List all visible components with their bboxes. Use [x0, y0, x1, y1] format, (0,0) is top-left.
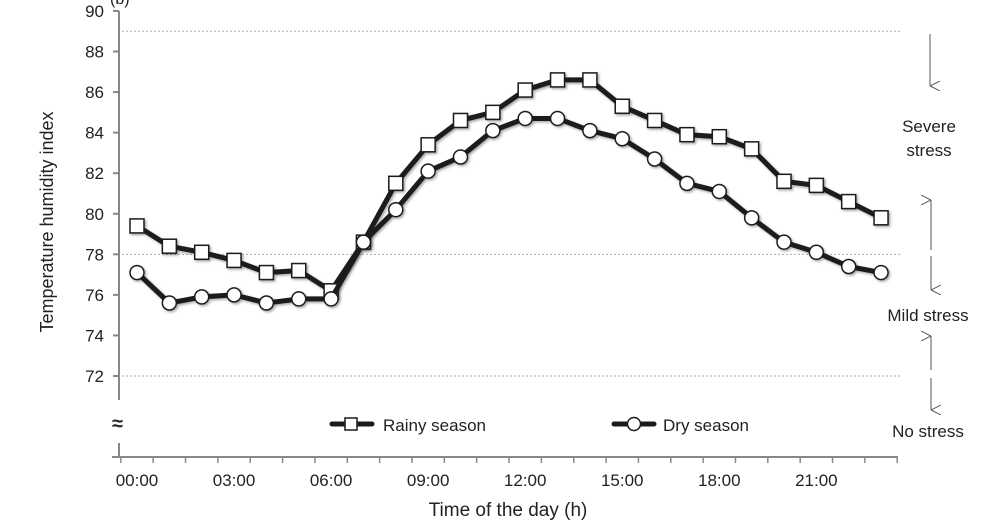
stress-zone-annotations: Severe stress Mild stress No stress: [887, 34, 969, 441]
data-point-square: [485, 104, 501, 121]
data-point-square: [129, 218, 145, 234]
y-tick-label: 82: [85, 164, 104, 183]
y-tick-label: 80: [85, 205, 104, 224]
data-point-square: [291, 262, 307, 279]
data-point-square: [840, 193, 857, 210]
legend-marker-square: [344, 417, 358, 431]
data-point-square: [776, 173, 792, 190]
data-point-square: [711, 128, 728, 145]
legend: Rainy season Dry season: [329, 416, 749, 435]
data-point-square: [679, 126, 695, 143]
x-tick-label: 00:00: [116, 471, 159, 490]
y-tick-label: 88: [85, 43, 104, 62]
data-point-circle: [549, 110, 566, 127]
data-point-square: [420, 137, 436, 153]
x-tick-label: 21:00: [795, 471, 838, 490]
data-point-circle: [840, 258, 857, 275]
data-point-circle: [355, 234, 372, 250]
data-point-circle: [129, 264, 145, 281]
data-point-square: [193, 244, 210, 261]
axis-break-symbol: ≈: [112, 413, 123, 435]
y-tick-label: 78: [85, 245, 104, 264]
series-line: [135, 77, 883, 294]
data-point-circle: [743, 210, 760, 226]
data-point-circle: [517, 110, 533, 127]
data-point-circle: [873, 264, 889, 281]
data-point-circle: [388, 201, 404, 218]
data-point-square: [873, 210, 889, 226]
x-tick-label: 03:00: [213, 471, 256, 490]
series-group: [129, 72, 889, 311]
y-tick-label: 72: [85, 367, 104, 386]
series-line: [135, 115, 882, 306]
x-tick-label: 06:00: [310, 471, 353, 490]
x-tick-label: 15:00: [601, 471, 644, 490]
data-point-circle: [226, 287, 242, 303]
data-point-circle: [679, 175, 695, 192]
data-point-square: [808, 177, 825, 194]
zone-label-severe: Severe: [902, 117, 956, 136]
zone-label-mild: Mild stress: [887, 306, 968, 325]
series-dry: [129, 110, 889, 311]
data-point-square: [646, 112, 663, 129]
data-point-square: [258, 264, 275, 281]
data-point-circle: [582, 122, 598, 139]
data-point-circle: [711, 183, 728, 200]
x-tick-label: 09:00: [407, 471, 450, 490]
data-point-circle: [420, 163, 436, 179]
data-point-circle: [258, 295, 275, 311]
data-point-circle: [323, 291, 339, 307]
y-tick-label: 74: [85, 326, 104, 345]
data-point-circle: [614, 130, 630, 147]
data-point-square: [614, 98, 630, 115]
data-point-square: [388, 175, 404, 192]
series-rainy: [129, 72, 889, 299]
data-point-square: [226, 252, 242, 269]
data-point-circle: [808, 244, 825, 261]
y-tick-label: 90: [85, 2, 104, 21]
y-axis-label: Temperature humidity index: [37, 111, 57, 332]
data-point-square: [161, 238, 178, 254]
y-tick-label: 76: [85, 286, 104, 305]
zone-label-severe-2: stress: [906, 141, 951, 160]
panel-label: (b): [110, 0, 130, 8]
zone-label-none: No stress: [892, 422, 964, 441]
x-tick-label: 12:00: [504, 471, 547, 490]
y-tick-label: 84: [85, 124, 104, 143]
legend-label-dry: Dry season: [663, 416, 749, 435]
x-axis-label: Time of the day (h): [429, 500, 588, 521]
threshold-lines: [122, 30, 900, 377]
data-point-square: [582, 72, 598, 88]
x-tick-label: 18:00: [698, 471, 741, 490]
data-point-square: [517, 82, 533, 98]
data-point-square: [743, 141, 760, 157]
y-tick-label: 86: [85, 83, 104, 102]
legend-marker-circle: [626, 416, 642, 432]
data-point-square: [549, 72, 566, 88]
data-point-circle: [776, 234, 792, 250]
data-point-circle: [452, 149, 469, 165]
data-point-circle: [646, 151, 663, 167]
data-point-circle: [291, 291, 307, 307]
data-point-circle: [193, 289, 210, 305]
data-point-square: [452, 112, 469, 129]
data-point-circle: [161, 295, 178, 311]
data-point-circle: [485, 122, 501, 139]
axes: 72 74 76 78 80 82 84 86 88 90 00:00 03:00 06:00 09:00…: [85, 2, 898, 490]
legend-label-rainy: Rainy season: [383, 416, 486, 435]
